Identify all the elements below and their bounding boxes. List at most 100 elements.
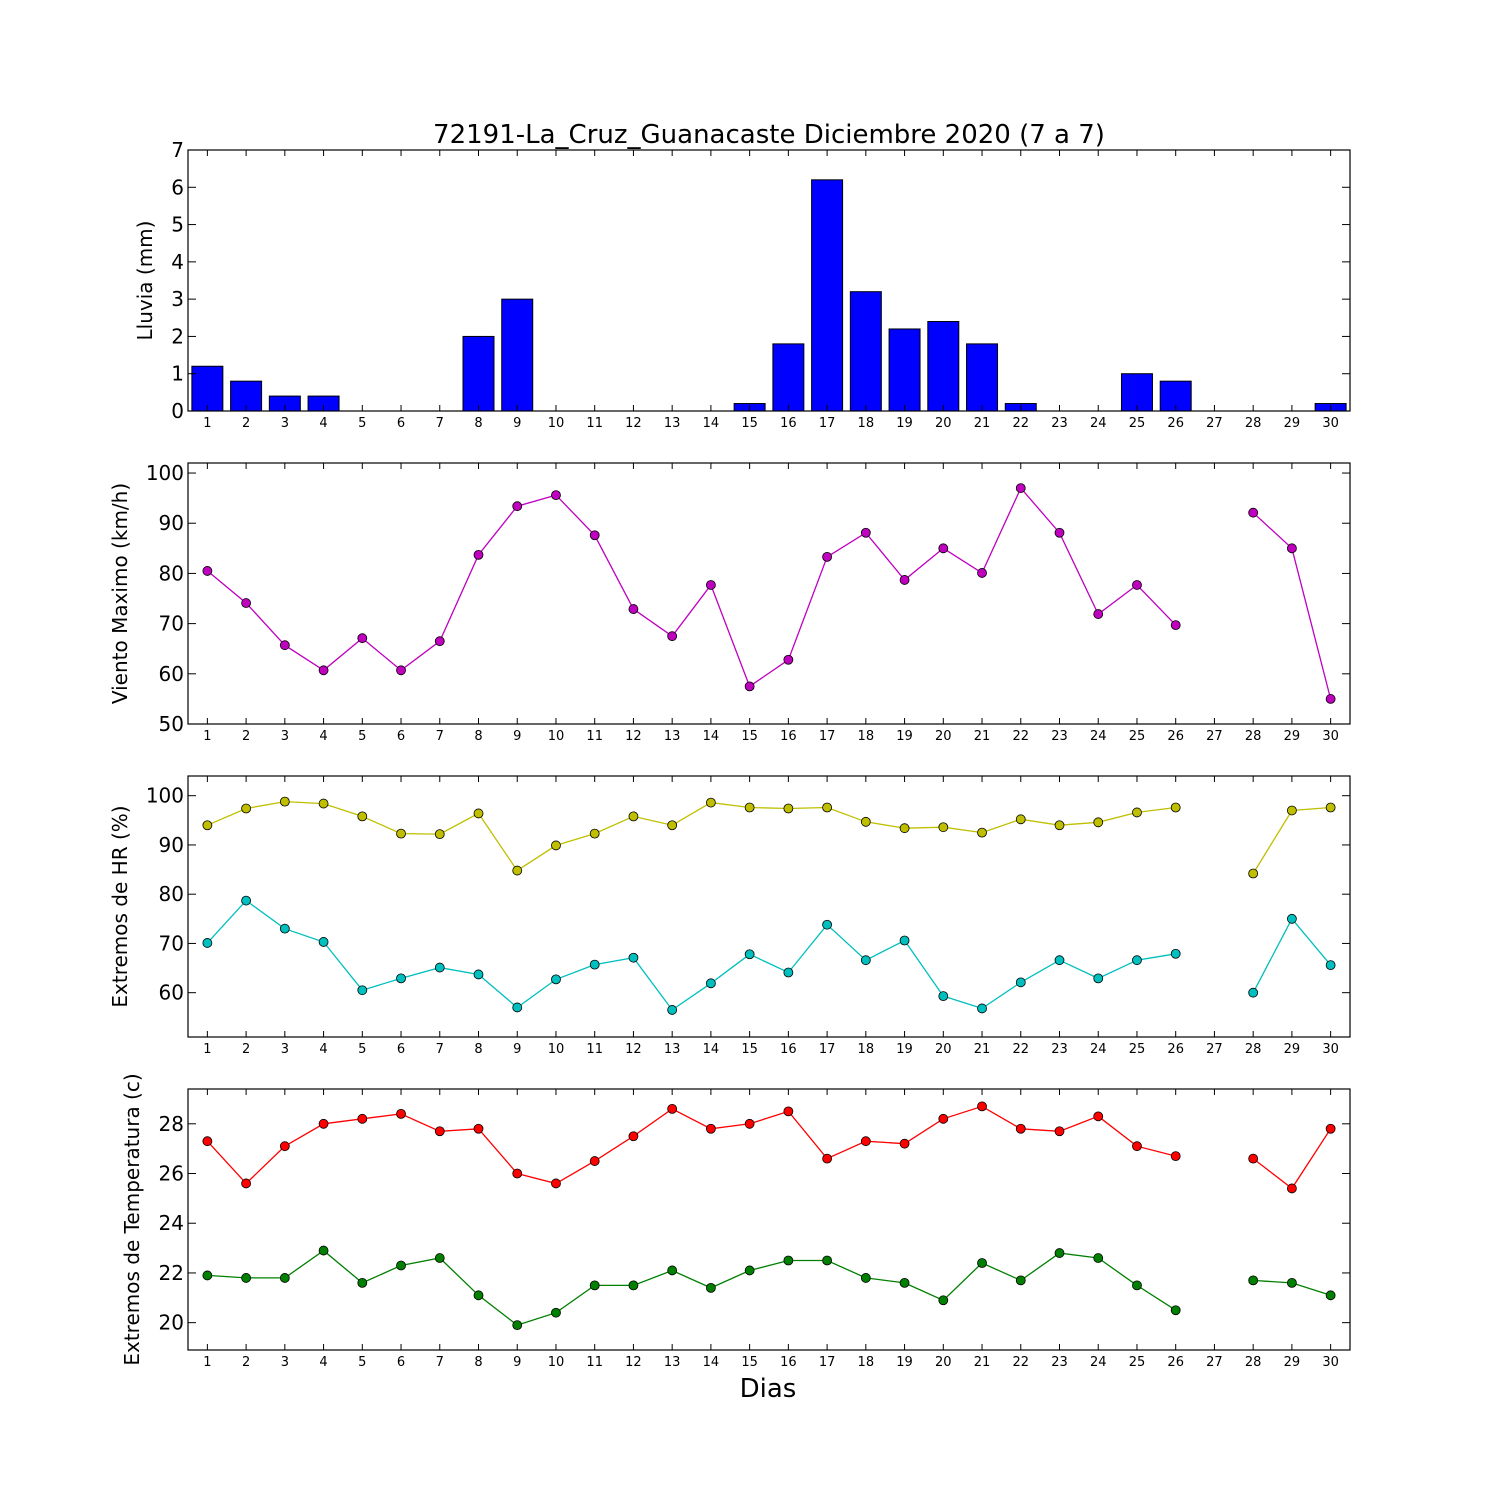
data-point — [357, 811, 368, 822]
y-tick-label: 28 — [159, 1112, 184, 1136]
y-tick-label: 7 — [171, 138, 184, 162]
data-point — [473, 808, 484, 819]
data-point — [318, 665, 329, 676]
data-point — [1170, 948, 1181, 959]
y-axis-label: Extremos de HR (%) — [108, 805, 132, 1007]
x-tick-label: 18 — [858, 1355, 875, 1370]
data-point — [279, 923, 290, 934]
data-point — [202, 1270, 213, 1281]
data-point — [434, 962, 445, 973]
data-point — [473, 1290, 484, 1301]
bar — [888, 328, 921, 412]
bar — [462, 335, 495, 412]
data-point — [512, 1168, 523, 1179]
data-point — [1132, 807, 1142, 818]
data-point — [1287, 1277, 1297, 1288]
bar — [849, 291, 882, 412]
x-tick-label: 2 — [242, 416, 250, 431]
data-point — [1093, 817, 1104, 828]
data-point — [551, 974, 561, 985]
x-tick-label: 20 — [935, 1355, 952, 1370]
data-point — [1287, 805, 1297, 816]
x-tick-label: 11 — [586, 729, 603, 744]
y-tick-label: 100 — [146, 461, 184, 485]
data-point — [783, 1255, 794, 1266]
x-tick-label: 14 — [703, 1042, 720, 1057]
data-point — [1325, 1290, 1336, 1301]
x-tick-label: 10 — [548, 1355, 565, 1370]
x-tick-label: 13 — [664, 416, 681, 431]
y-tick-label: 22 — [159, 1261, 184, 1285]
x-tick-label: 19 — [896, 729, 913, 744]
x-tick-label: 10 — [548, 416, 565, 431]
x-tick-label: 14 — [703, 729, 720, 744]
data-point — [512, 1320, 523, 1331]
data-point — [977, 1003, 987, 1014]
x-tick-label: 22 — [1012, 729, 1029, 744]
data-point — [1015, 814, 1026, 825]
y-tick-label: 50 — [159, 712, 184, 736]
data-point — [628, 811, 639, 822]
data-point — [938, 1295, 949, 1306]
data-point — [1132, 955, 1142, 966]
x-tick-label: 17 — [819, 729, 836, 744]
data-point — [822, 551, 832, 562]
data-point — [783, 654, 794, 665]
data-point — [434, 636, 445, 647]
data-point — [1093, 1253, 1104, 1263]
x-tick-label: 9 — [513, 1355, 521, 1370]
data-point — [512, 865, 523, 876]
y-tick-label: 70 — [159, 612, 184, 636]
data-point — [1093, 973, 1104, 984]
x-tick-label: 7 — [436, 1042, 444, 1057]
x-tick-label: 29 — [1284, 416, 1301, 431]
x-tick-label: 24 — [1090, 416, 1107, 431]
x-tick-label: 16 — [780, 1042, 797, 1057]
y-tick-label: 90 — [159, 511, 184, 535]
data-point — [551, 1178, 561, 1189]
y-tick-label: 80 — [159, 561, 184, 585]
data-point — [628, 952, 639, 963]
x-tick-label: 7 — [436, 1355, 444, 1370]
y-tick-label: 70 — [159, 931, 184, 955]
x-tick-label: 22 — [1012, 1042, 1029, 1057]
bar — [966, 343, 999, 412]
axes-frame — [187, 775, 1351, 1038]
x-tick-label: 5 — [358, 1042, 366, 1057]
data-point — [938, 991, 949, 1002]
data-point — [202, 938, 213, 948]
x-tick-label: 15 — [741, 729, 758, 744]
x-tick-label: 12 — [625, 416, 642, 431]
x-tick-label: 1 — [203, 1042, 211, 1057]
x-tick-label: 11 — [586, 1355, 603, 1370]
data-point — [977, 568, 987, 578]
x-tick-label: 8 — [474, 729, 482, 744]
data-point — [551, 840, 561, 851]
data-point — [860, 816, 871, 827]
x-tick-label: 27 — [1206, 1355, 1223, 1370]
data-point — [899, 823, 910, 834]
x-tick-label: 14 — [703, 1355, 720, 1370]
y-tick-label: 0 — [171, 399, 184, 423]
x-axis-label: Dias — [740, 1374, 797, 1404]
x-tick-label: 16 — [780, 416, 797, 431]
data-point — [1325, 802, 1336, 813]
x-tick-label: 17 — [819, 1355, 836, 1370]
x-tick-label: 5 — [358, 416, 366, 431]
x-tick-label: 22 — [1012, 1355, 1029, 1370]
x-tick-label: 15 — [741, 1355, 758, 1370]
y-tick-label: 24 — [159, 1211, 184, 1235]
x-tick-label: 13 — [664, 1042, 681, 1057]
x-tick-label: 26 — [1167, 1355, 1184, 1370]
data-point — [1287, 913, 1297, 924]
data-point — [241, 895, 252, 906]
data-point — [667, 1005, 678, 1015]
data-point — [589, 530, 600, 541]
x-tick-label: 23 — [1051, 416, 1068, 431]
bar — [191, 365, 224, 412]
x-tick-label: 21 — [974, 1355, 991, 1370]
x-tick-label: 20 — [935, 416, 952, 431]
data-point — [279, 640, 290, 651]
x-tick-label: 13 — [664, 729, 681, 744]
x-tick-label: 19 — [896, 416, 913, 431]
